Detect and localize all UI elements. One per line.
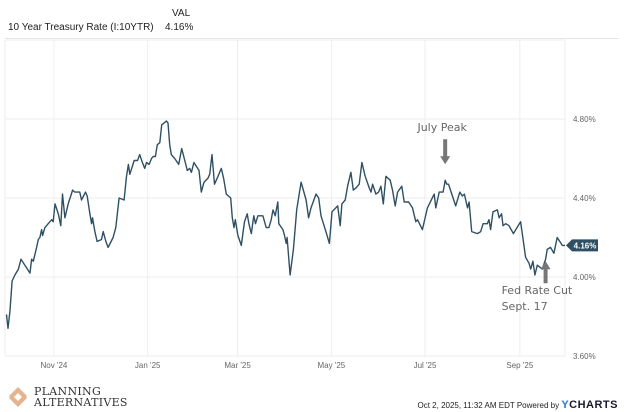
y-tick-label: 4.80% xyxy=(573,115,596,124)
annotations: July Peak Fed Rate Cut Sept. 17 xyxy=(416,121,572,313)
axis-ticks: 3.60% 4.00% 4.40% 4.80% Nov '24 Jan '25 Mar '2… xyxy=(40,115,595,370)
timestamp: Oct 2, 2025, 11:32 AM EDT xyxy=(417,401,515,410)
arrow-down-icon xyxy=(440,139,451,165)
planning-alternatives-logo: PLANNING ALTERNATIVES xyxy=(8,386,128,408)
footer-credit: Oct 2, 2025, 11:32 AM EDT Powered by YCH… xyxy=(418,399,619,411)
ycharts-text: CHARTS xyxy=(569,399,618,411)
y-tick-label: 4.00% xyxy=(573,273,596,282)
series-line xyxy=(5,120,565,329)
y-tick-label: 3.60% xyxy=(573,352,596,361)
logo-line-1: PLANNING xyxy=(34,385,102,398)
series-name: 10 Year Treasury Rate (I:10YTR) xyxy=(8,22,154,33)
annotation-fed-date: Sept. 17 xyxy=(502,300,548,313)
arrow-up-icon xyxy=(540,261,551,284)
x-tick-label: Mar '25 xyxy=(224,361,251,370)
x-tick-label: Jan '25 xyxy=(135,361,161,370)
x-tick-label: May '25 xyxy=(317,361,345,370)
last-value-badge: 4.16% xyxy=(566,239,598,252)
powered-by: Powered by xyxy=(516,401,560,410)
header-divider xyxy=(5,38,619,39)
ycharts-y: Y xyxy=(561,399,570,411)
x-tick-label: Jul '25 xyxy=(414,361,437,370)
ycharts-logo[interactable]: YCHARTS xyxy=(561,399,618,411)
x-tick-label: Nov '24 xyxy=(40,361,67,370)
diamond-logo-icon xyxy=(9,387,27,407)
y-tick-label: 4.40% xyxy=(573,194,596,203)
last-value-label: 4.16% xyxy=(574,241,597,250)
badge-shape xyxy=(566,239,598,252)
x-tick-label: Sep '25 xyxy=(506,361,533,370)
annotation-july-peak: July Peak xyxy=(416,121,467,134)
annotation-fed-rate-cut: Fed Rate Cut xyxy=(502,284,573,297)
value-column-header: VAL xyxy=(172,8,191,19)
logo-line-2: ALTERNATIVES xyxy=(34,396,128,409)
grid xyxy=(4,39,566,357)
series-value: 4.16% xyxy=(165,22,194,33)
